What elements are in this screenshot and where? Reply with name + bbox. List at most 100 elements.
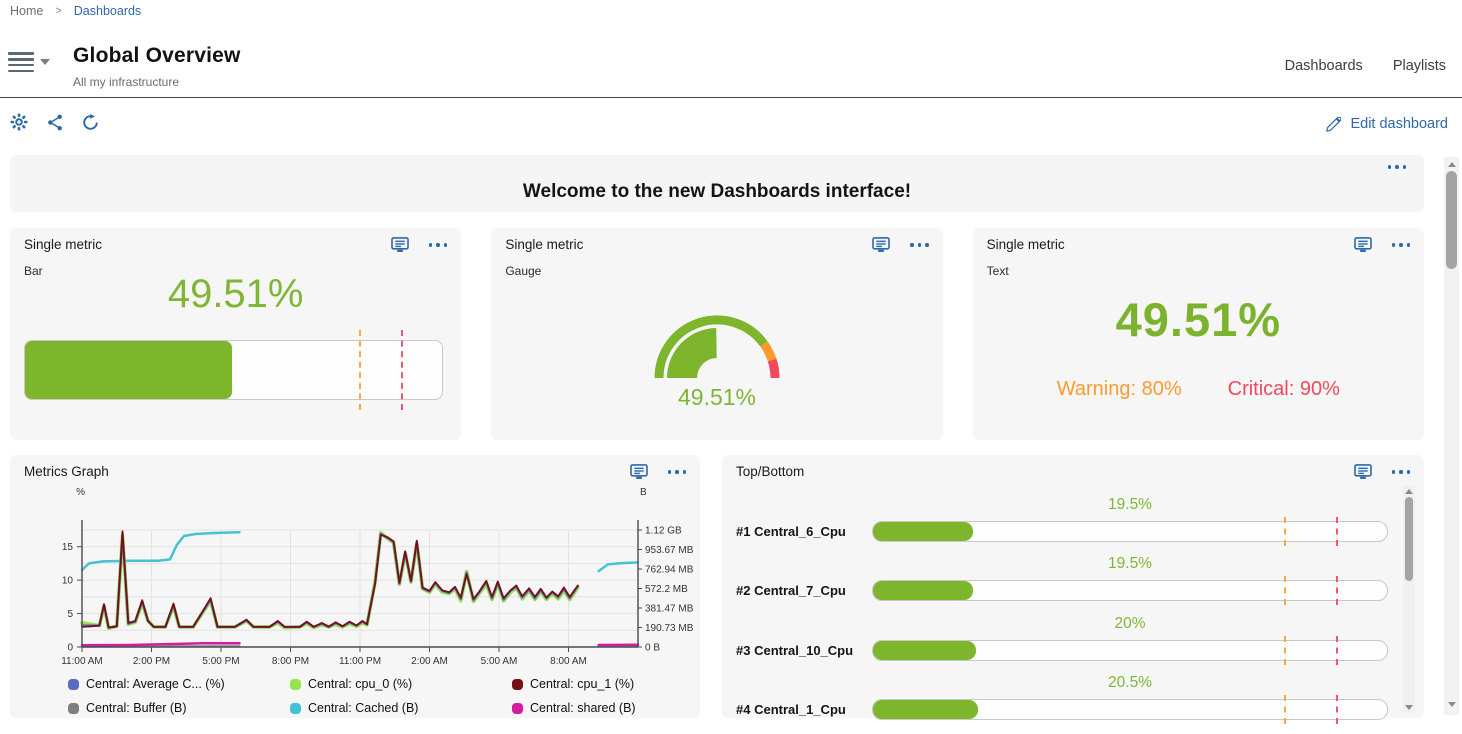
display-on-wall-icon[interactable] — [872, 237, 890, 253]
more-options-button[interactable] — [1387, 165, 1406, 169]
gauge-chart — [654, 315, 780, 379]
breadcrumb-home[interactable]: Home — [10, 4, 44, 18]
edit-dashboard-button[interactable]: Edit dashboard — [1326, 116, 1448, 132]
host-metric-label: #4 Central_1_Cpu — [736, 702, 846, 717]
panel-subtitle: Text — [986, 264, 1009, 278]
panel-title: Metrics Graph — [24, 464, 109, 479]
svg-text:953.67 MB: 953.67 MB — [645, 545, 694, 556]
critical-threshold-line — [1335, 576, 1338, 605]
panel-metrics-graph: Metrics Graph 0 5 10 15% 0 B 190.73 MB 381.47 … — [10, 455, 700, 718]
legend-item[interactable]: Central: cpu_0 (%) — [290, 677, 512, 691]
warning-threshold-line — [358, 330, 361, 410]
nav-playlists[interactable]: Playlists — [1392, 58, 1446, 74]
legend-swatch — [290, 702, 301, 714]
host-metric-label: #3 Central_10_Cpu — [736, 642, 854, 658]
more-options-button[interactable] — [910, 243, 929, 247]
warning-threshold-line — [1284, 635, 1287, 665]
svg-text:%: % — [76, 487, 85, 498]
panel-title: Top/Bottom — [736, 464, 805, 479]
page-scrollbar[interactable] — [1444, 157, 1459, 715]
panel-title: Single metric — [986, 237, 1065, 252]
more-options-button[interactable] — [667, 470, 686, 474]
legend-swatch — [512, 678, 523, 690]
critical-threshold-line — [1335, 635, 1338, 665]
critical-threshold-label: Critical: 90% — [1227, 378, 1340, 400]
settings-gear-icon[interactable] — [10, 113, 28, 131]
legend-item[interactable]: Central: Average C... (%) — [68, 677, 290, 691]
share-icon[interactable] — [47, 114, 63, 131]
bar-track — [872, 695, 1388, 724]
header-divider — [0, 97, 1462, 98]
legend-label: Central: cpu_1 (%) — [530, 677, 635, 691]
warning-threshold-line — [1284, 695, 1287, 724]
panel-single-metric-bar: Single metric Bar 49.51% — [10, 228, 462, 440]
top-nav: Dashboards Playlists — [1285, 58, 1446, 74]
more-options-button[interactable] — [428, 243, 448, 247]
breadcrumb-dashboards[interactable]: Dashboards — [73, 4, 142, 18]
metric-value: 49.51% — [167, 272, 304, 316]
panel-single-metric-gauge: Single metric Gauge 49.51% — [491, 228, 943, 440]
more-options-button[interactable] — [1391, 243, 1410, 247]
svg-text:5:00 PM: 5:00 PM — [202, 656, 239, 667]
panel-scrollbar[interactable] — [1403, 486, 1415, 713]
dashboard-header: Global Overview All my infrastructure — [8, 44, 241, 89]
legend-item[interactable]: Central: Cached (B) — [290, 701, 512, 715]
display-on-wall-icon[interactable] — [1353, 464, 1372, 480]
legend-label: Central: Average C... (%) — [86, 677, 225, 691]
legend-label: Central: shared (B) — [530, 701, 636, 715]
panel-title: Single metric — [24, 237, 103, 252]
warning-threshold-line — [1284, 576, 1287, 605]
topbottom-row: #3 Central_10_Cpu 20% — [736, 601, 1388, 665]
svg-text:11:00 AM: 11:00 AM — [61, 656, 103, 667]
bar-fill — [873, 700, 979, 719]
bar-fill — [873, 640, 976, 660]
critical-threshold-line — [1335, 695, 1338, 724]
breadcrumb-separator: > — [55, 5, 62, 17]
svg-text:572.2 MB: 572.2 MB — [645, 584, 688, 595]
legend-swatch — [68, 702, 79, 714]
breadcrumb: Home > Dashboards — [10, 4, 141, 18]
welcome-banner: Welcome to the new Dashboards interface! — [10, 155, 1424, 212]
refresh-icon[interactable] — [82, 113, 99, 131]
svg-text:381.47 MB: 381.47 MB — [645, 604, 694, 615]
legend-swatch — [68, 678, 79, 690]
dashboard-content: Welcome to the new Dashboards interface!… — [0, 155, 1462, 734]
more-options-button[interactable] — [1391, 470, 1410, 474]
legend-item[interactable]: Central: shared (B) — [512, 701, 734, 715]
metric-value-label: 20.5% — [1108, 674, 1152, 691]
dashboard-menu-button[interactable] — [8, 49, 50, 75]
legend-label: Central: Cached (B) — [308, 701, 419, 715]
svg-text:8:00 AM: 8:00 AM — [550, 656, 587, 667]
svg-text:1.12 GB: 1.12 GB — [645, 526, 682, 537]
bar-track — [872, 635, 1388, 665]
single-metric-row: Single metric Bar 49.51% Sing — [10, 228, 1424, 440]
critical-threshold-line — [400, 330, 403, 410]
legend-item[interactable]: Central: cpu_1 (%) — [512, 677, 734, 691]
svg-text:5:00 AM: 5:00 AM — [481, 656, 518, 667]
legend-item[interactable]: Central: Buffer (B) — [68, 701, 290, 715]
panel-title: Single metric — [505, 237, 584, 252]
panel-subtitle: Bar — [24, 264, 43, 278]
display-on-wall-icon[interactable] — [629, 464, 648, 480]
bar-fill — [873, 521, 974, 541]
bar-fill — [25, 341, 232, 399]
topbottom-row: #1 Central_6_Cpu 19.5% — [736, 482, 1388, 546]
hamburger-icon — [8, 49, 34, 75]
display-on-wall-icon[interactable] — [391, 237, 409, 253]
display-on-wall-icon[interactable] — [1353, 237, 1372, 253]
pencil-icon — [1326, 116, 1342, 132]
legend-label: Central: cpu_0 (%) — [308, 677, 413, 691]
metric-value: 49.51% — [1115, 293, 1282, 346]
svg-text:0 B: 0 B — [645, 643, 660, 654]
nav-dashboards[interactable]: Dashboards — [1284, 58, 1363, 74]
svg-text:5: 5 — [67, 609, 73, 620]
svg-text:10: 10 — [62, 576, 74, 587]
critical-threshold-line — [1335, 516, 1338, 546]
bar-track — [872, 516, 1388, 546]
svg-text:8:00 PM: 8:00 PM — [272, 656, 309, 667]
panel-single-metric-text: Single metric Text 49.51% Warning: 80% C… — [972, 228, 1424, 440]
warning-threshold-line — [1284, 516, 1287, 546]
bar-track — [24, 330, 444, 410]
legend-swatch — [290, 678, 301, 690]
svg-text:2:00 PM: 2:00 PM — [133, 656, 170, 667]
